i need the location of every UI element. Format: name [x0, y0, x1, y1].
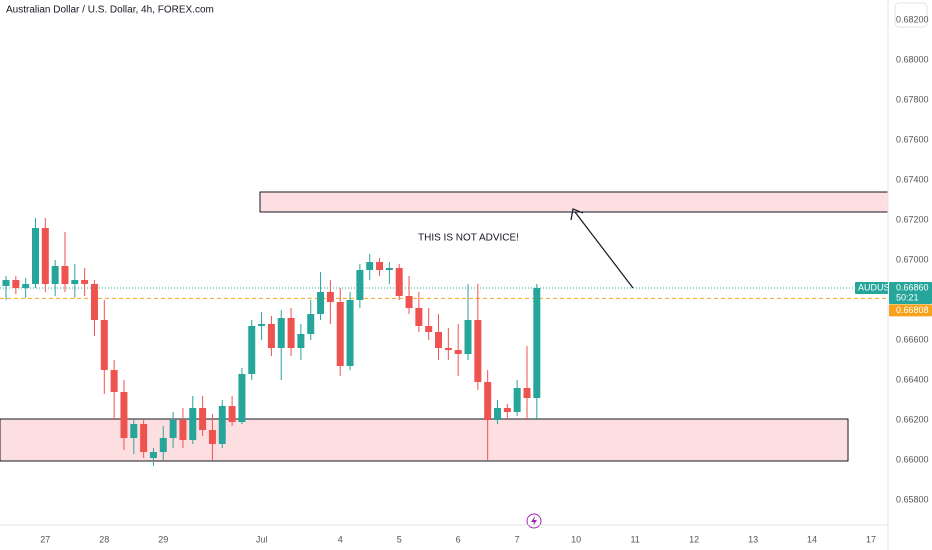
candle-body — [110, 370, 118, 392]
x-tick-label: 13 — [748, 534, 758, 544]
x-tick-label: 17 — [866, 534, 876, 544]
candle-body — [444, 348, 452, 350]
candle-body — [494, 408, 501, 420]
x-tick-label: 10 — [571, 534, 581, 544]
candle-body — [189, 408, 197, 440]
y-tick-label: 0.67400 — [896, 174, 929, 184]
candle-body — [2, 280, 10, 286]
y-tick-label: 0.66400 — [896, 374, 929, 384]
annotation: THIS IS NOT ADVICE! — [418, 233, 519, 244]
y-tick-label: 0.67200 — [896, 214, 929, 224]
last-price-label: 0.66860 — [896, 282, 929, 292]
candle-body — [356, 270, 364, 300]
candle-body — [474, 320, 482, 382]
x-tick-label: 28 — [99, 534, 109, 544]
candle-body — [100, 320, 108, 370]
arrow-head — [570, 208, 584, 221]
candle-body — [130, 424, 138, 438]
candle-body — [287, 318, 295, 348]
candle-body — [159, 438, 167, 452]
candle-body — [149, 452, 157, 458]
candle-body — [435, 332, 443, 348]
candle-body — [464, 320, 472, 354]
y-tick-label: 0.66200 — [896, 414, 929, 424]
candle-body — [81, 280, 89, 284]
candle-body — [454, 350, 462, 354]
candle-body — [267, 324, 275, 348]
x-tick-label: 6 — [456, 534, 461, 544]
candle-body — [228, 406, 236, 422]
y-tick-label: 0.66000 — [896, 454, 929, 464]
previous-close-label: 0.66808 — [896, 305, 929, 315]
x-tick-label: 5 — [397, 534, 402, 544]
candle-body — [405, 296, 413, 308]
x-tick-label: 7 — [515, 534, 520, 544]
candle-body — [317, 292, 325, 314]
x-tick-label: 27 — [40, 534, 50, 544]
candle-body — [533, 288, 541, 398]
countdown-label: 50:21 — [896, 292, 919, 302]
candle-body — [140, 424, 148, 452]
candle-body — [61, 266, 69, 284]
x-tick-label: 14 — [807, 534, 817, 544]
x-tick-label: 4 — [338, 534, 343, 544]
y-tick-label: 0.67000 — [896, 254, 929, 264]
candle-body — [346, 300, 354, 366]
y-tick-label: 0.67600 — [896, 134, 929, 144]
candle-body — [297, 334, 305, 348]
x-tick-label: 11 — [630, 534, 639, 544]
candle-body — [169, 420, 177, 438]
candle-body — [326, 292, 334, 302]
candle-body — [258, 324, 266, 326]
candle-body — [415, 308, 423, 326]
candle-body — [120, 392, 128, 438]
x-tick-label: Jul — [256, 534, 268, 544]
y-tick-label: 0.67800 — [896, 94, 929, 104]
y-tick-label: 0.68200 — [896, 14, 929, 24]
candle-body — [90, 284, 98, 320]
candle-body — [513, 388, 521, 412]
candle-body — [484, 382, 492, 420]
last-price-tag — [889, 282, 932, 304]
event-bolt — [531, 516, 537, 526]
candle-body — [385, 268, 393, 270]
x-tick-label: 29 — [158, 534, 168, 544]
candle-body — [41, 228, 49, 284]
candle-body — [425, 326, 433, 332]
candle-body — [218, 406, 226, 444]
candle-body — [31, 228, 39, 284]
previous-close-tag — [889, 304, 932, 317]
candle-body — [523, 388, 531, 398]
candle-body — [376, 262, 384, 270]
candle-body — [22, 284, 30, 288]
candle-body — [336, 302, 344, 366]
candle-body — [395, 268, 403, 296]
candle-body — [307, 314, 315, 334]
candle-body — [179, 420, 187, 440]
symbol-label: AUDUSD — [858, 282, 897, 292]
candle-body — [199, 408, 207, 430]
y-tick-label: 0.68000 — [896, 54, 929, 64]
chart-title: Australian Dollar / U.S. Dollar, 4h, FOR… — [6, 5, 214, 16]
settings-button[interactable] — [894, 2, 928, 28]
candle-body — [208, 430, 216, 444]
symbol-tag — [855, 282, 888, 294]
candle-body — [503, 408, 511, 412]
candle-body — [366, 262, 374, 270]
candle-body — [51, 266, 59, 284]
candle-body — [248, 326, 256, 374]
x-tick-label: 12 — [689, 534, 699, 544]
arrow — [574, 211, 634, 289]
candle-body — [238, 374, 246, 422]
candle-body — [71, 280, 79, 284]
y-tick-label: 0.65800 — [896, 494, 929, 504]
candle-body — [277, 318, 285, 348]
y-tick-label: 0.66600 — [896, 334, 929, 344]
candle-body — [12, 280, 20, 288]
